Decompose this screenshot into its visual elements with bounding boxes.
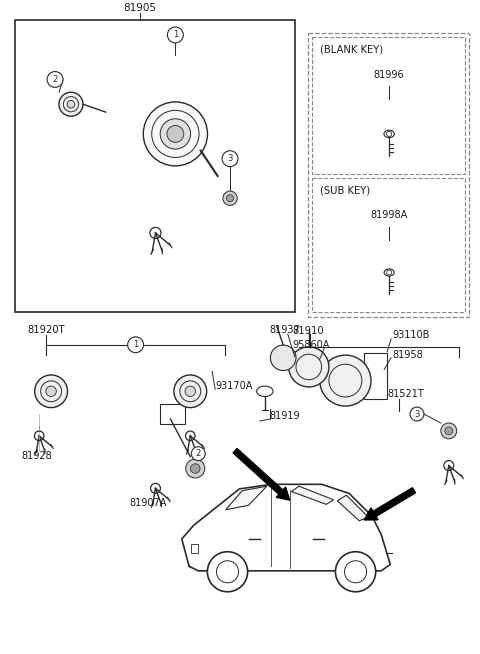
Circle shape: [222, 150, 238, 167]
Bar: [160, 404, 185, 424]
Circle shape: [223, 191, 237, 205]
Text: 81920T: 81920T: [27, 325, 65, 335]
Circle shape: [168, 27, 183, 43]
Text: 81998A: 81998A: [371, 210, 408, 220]
Bar: [364, 353, 386, 399]
Circle shape: [35, 375, 68, 407]
Circle shape: [174, 375, 207, 407]
Text: (SUB KEY): (SUB KEY): [320, 185, 370, 196]
Text: 2: 2: [196, 449, 201, 458]
FancyArrow shape: [364, 488, 416, 520]
Text: 93170A: 93170A: [215, 381, 252, 391]
Circle shape: [191, 464, 200, 473]
Circle shape: [143, 102, 207, 166]
Bar: [312, 37, 465, 173]
Text: 3: 3: [414, 409, 420, 419]
Text: 81521T: 81521T: [387, 389, 424, 400]
Text: 81905: 81905: [123, 3, 156, 13]
Circle shape: [167, 126, 184, 143]
Text: 81919: 81919: [270, 411, 300, 421]
Circle shape: [227, 195, 234, 202]
Text: 93110B: 93110B: [392, 330, 430, 340]
Circle shape: [445, 427, 453, 435]
Text: 81907A: 81907A: [130, 498, 167, 508]
Text: 81910: 81910: [293, 326, 324, 336]
Circle shape: [67, 101, 75, 108]
Text: 3: 3: [228, 154, 233, 163]
Bar: [15, 20, 295, 312]
Circle shape: [47, 71, 63, 88]
Circle shape: [336, 552, 376, 592]
Text: 1: 1: [173, 31, 178, 39]
Polygon shape: [337, 495, 368, 521]
Circle shape: [160, 119, 191, 149]
Text: 81996: 81996: [374, 69, 405, 80]
Circle shape: [185, 386, 195, 396]
Circle shape: [441, 423, 457, 439]
Text: 81928: 81928: [21, 451, 52, 460]
FancyArrow shape: [233, 449, 290, 500]
Text: 81958: 81958: [392, 350, 423, 360]
Text: 2: 2: [52, 75, 58, 84]
Circle shape: [59, 92, 83, 116]
Polygon shape: [226, 486, 267, 510]
Circle shape: [192, 447, 205, 460]
Circle shape: [46, 386, 56, 396]
Circle shape: [207, 552, 248, 592]
Circle shape: [288, 347, 329, 387]
Bar: [191, 543, 198, 553]
Polygon shape: [291, 486, 334, 504]
Circle shape: [270, 345, 296, 371]
Bar: [308, 33, 468, 317]
Text: 95860A: 95860A: [293, 340, 330, 350]
Text: (BLANK KEY): (BLANK KEY): [320, 45, 383, 55]
Circle shape: [186, 459, 205, 478]
Text: 1: 1: [133, 340, 138, 349]
Circle shape: [128, 337, 144, 353]
Circle shape: [410, 407, 424, 421]
Bar: [312, 179, 465, 312]
Text: 81937: 81937: [270, 325, 300, 335]
Circle shape: [320, 355, 371, 406]
